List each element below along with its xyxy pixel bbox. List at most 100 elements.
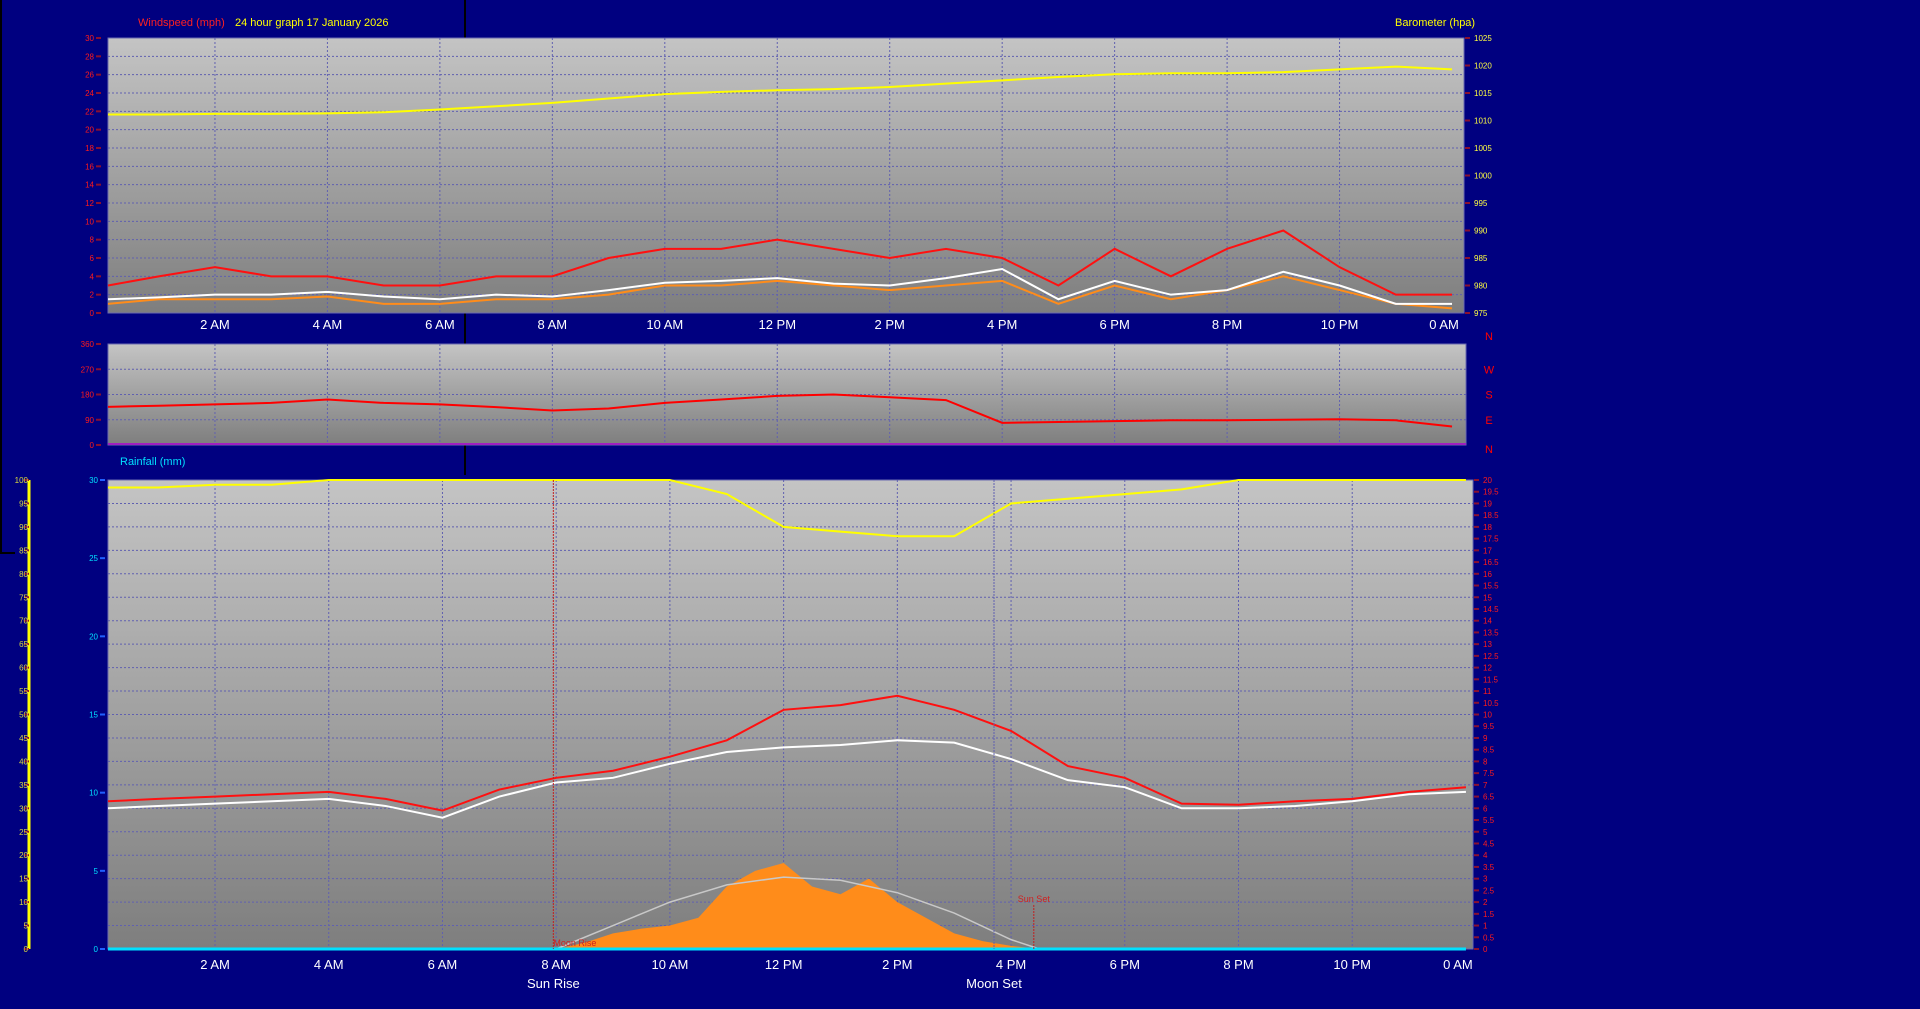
axis-tick-label: 12.5 bbox=[1483, 652, 1499, 661]
x-tick-label: 8 PM bbox=[1223, 957, 1253, 972]
axis-tick-label: 7 bbox=[1483, 781, 1488, 790]
x-tick-label: 10 AM bbox=[651, 957, 688, 972]
axis-tick-label: 10 bbox=[89, 789, 98, 798]
x-tick-label: 6 PM bbox=[1099, 317, 1129, 332]
axis-tick-label: 7.5 bbox=[1483, 769, 1495, 778]
axis-tick-label: 10 bbox=[19, 898, 28, 907]
axis-tick-label: 15 bbox=[89, 711, 98, 720]
x-tick-label: 0 AM bbox=[1429, 317, 1459, 332]
axis-tick-label: 15.5 bbox=[1483, 582, 1499, 591]
axis-tick-label: 45 bbox=[19, 734, 28, 743]
axis-tick-label: 980 bbox=[1474, 282, 1488, 291]
axis-tick-label: 6.5 bbox=[1483, 793, 1495, 802]
axis-tick-label: 985 bbox=[1474, 254, 1488, 263]
temperature-line bbox=[107, 694, 1467, 812]
x-tick-label: 12 PM bbox=[765, 957, 803, 972]
axis-tick-label: 6 bbox=[1483, 804, 1488, 813]
axis-tick-label: 18 bbox=[85, 144, 94, 153]
wind-direction-axis: 0 90 180 270 360 bbox=[81, 340, 101, 450]
axis-tick-label: 4 bbox=[1483, 851, 1488, 860]
x-tick-label: 8 AM bbox=[541, 957, 571, 972]
axis-tick-label: 16 bbox=[85, 162, 94, 171]
axis-tick-label: 0 bbox=[1483, 945, 1488, 954]
axis-tick-label: 4 bbox=[90, 272, 95, 281]
x-tick-label: 10 PM bbox=[1333, 957, 1371, 972]
axis-tick-label: 5.5 bbox=[1483, 816, 1495, 825]
axis-tick-label: 10.5 bbox=[1483, 699, 1499, 708]
axis-tick-label: 180 bbox=[81, 391, 95, 400]
axis-tick-label: 20 bbox=[19, 851, 28, 860]
axis-tick-label: 25 bbox=[19, 828, 28, 837]
axis-tick-label: 75 bbox=[19, 593, 28, 602]
axis-tick-label: 60 bbox=[19, 664, 28, 673]
axis-tick-label: 17.5 bbox=[1483, 535, 1499, 544]
x-tick-label: 12 PM bbox=[758, 317, 796, 332]
axis-tick-label: 2 bbox=[90, 291, 95, 300]
axis-tick-label: 0 bbox=[90, 441, 95, 450]
x-tick-label: 2 AM bbox=[200, 317, 230, 332]
windspeed-label: Windspeed (mph) bbox=[138, 17, 225, 29]
axis-tick-label: 20 bbox=[1483, 476, 1492, 485]
axis-tick-label: 0 bbox=[94, 945, 99, 954]
barometer-axis: 975 980 985 990 995 1000 1005 1010 1015 1020 1025 bbox=[1465, 34, 1492, 318]
axis-tick-label: 1005 bbox=[1474, 144, 1492, 153]
x-tick-label: 4 PM bbox=[987, 317, 1017, 332]
wind-direction-line bbox=[107, 393, 1453, 428]
axis-tick-label: 13.5 bbox=[1483, 628, 1499, 637]
plot-area bbox=[107, 37, 1465, 314]
compass-axis: N E S W N bbox=[1484, 331, 1495, 456]
axis-tick-label: 9.5 bbox=[1483, 722, 1495, 731]
plot-1 bbox=[107, 37, 1465, 314]
solar-theoretical-curve bbox=[555, 876, 1040, 950]
axis-tick-label: 35 bbox=[19, 781, 28, 790]
event-axis-label: Sun Rise bbox=[527, 976, 580, 991]
axis-tick-label: 13 bbox=[1483, 640, 1492, 649]
axis-tick-label: 30 bbox=[85, 34, 94, 43]
x-tick-label: 2 PM bbox=[882, 957, 912, 972]
axis-tick-label: 1020 bbox=[1474, 62, 1492, 71]
wind-average-line bbox=[107, 267, 1453, 305]
axis-tick-label: 0.5 bbox=[1483, 933, 1495, 942]
humidity-axis: 0 5 10 15 20 25 30 35 40 45 50 55 60 65 70 75 80 85 90 95 10… bbox=[15, 476, 29, 954]
solar-radiation-area bbox=[556, 863, 1040, 949]
axis-tick-label: 11.5 bbox=[1483, 675, 1499, 684]
axis-tick-label: 26 bbox=[85, 71, 94, 80]
compass-label: S bbox=[1485, 390, 1492, 402]
x-tick-label: 8 AM bbox=[538, 317, 568, 332]
event-label: Sun Set bbox=[1018, 894, 1051, 904]
compass-label: W bbox=[1484, 364, 1495, 376]
rainfall-label: Rainfall (mm) bbox=[120, 456, 185, 468]
axis-tick-label: 19 bbox=[1483, 499, 1492, 508]
axis-tick-label: 5 bbox=[1483, 828, 1488, 837]
barometer-label: Barometer (hpa) bbox=[1395, 17, 1475, 29]
axis-tick-label: 95 bbox=[19, 499, 28, 508]
x-tick-label: 6 PM bbox=[1110, 957, 1140, 972]
event-axis-label: Moon Set bbox=[966, 976, 1022, 991]
dew-point-line bbox=[107, 739, 1466, 819]
axis-tick-label: 975 bbox=[1474, 309, 1488, 318]
axis-tick-label: 270 bbox=[81, 365, 95, 374]
x-tick-label: 4 PM bbox=[996, 957, 1026, 972]
axis-tick-label: 65 bbox=[19, 640, 28, 649]
axis-tick-label: 1010 bbox=[1474, 117, 1492, 126]
axis-tick-label: 12 bbox=[1483, 664, 1492, 673]
event-label: Moon Rise bbox=[553, 938, 596, 948]
axis-tick-label: 20 bbox=[89, 632, 98, 641]
axis-tick-label: 1000 bbox=[1474, 172, 1492, 181]
axis-tick-label: 20 bbox=[85, 126, 94, 135]
axis-tick-label: 995 bbox=[1474, 199, 1488, 208]
axis-tick-label: 14 bbox=[1483, 617, 1492, 626]
x-tick-label: 4 AM bbox=[314, 957, 344, 972]
axis-tick-label: 17 bbox=[1483, 546, 1492, 555]
axis-tick-label: 85 bbox=[19, 546, 28, 555]
axis-tick-label: 18 bbox=[1483, 523, 1492, 532]
axis-tick-label: 19.5 bbox=[1483, 488, 1499, 497]
axis-tick-label: 9 bbox=[1483, 734, 1488, 743]
axis-tick-label: 5 bbox=[24, 922, 29, 931]
x-tick-label: 2 PM bbox=[875, 317, 905, 332]
axis-tick-label: 90 bbox=[19, 523, 28, 532]
axis-tick-label: 18.5 bbox=[1483, 511, 1499, 520]
axis-tick-label: 14 bbox=[85, 181, 94, 190]
